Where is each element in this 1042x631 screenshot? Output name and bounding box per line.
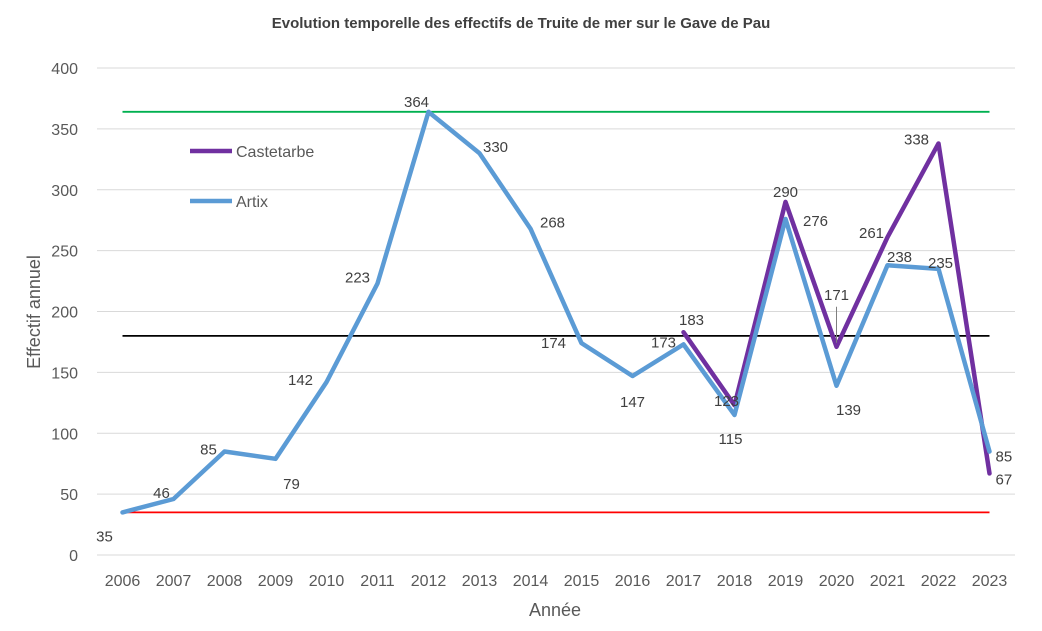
y-axis-title: Effectif annuel — [24, 255, 44, 369]
data-label: 290 — [773, 184, 798, 201]
x-tick-label: 2011 — [360, 573, 395, 590]
y-tick-label: 150 — [51, 365, 78, 382]
y-tick-label: 100 — [51, 426, 78, 443]
data-label: 276 — [803, 213, 828, 230]
y-tick-label: 200 — [51, 305, 78, 322]
y-axis-ticks: 0 50 100 150 200 250 300 350 400 — [51, 61, 78, 565]
series-line-castetarbe — [681, 141, 992, 476]
legend-label-castetarbe: Castetarbe — [236, 144, 314, 161]
x-tick-label: 2010 — [309, 573, 345, 590]
x-tick-label: 2012 — [411, 573, 447, 590]
data-label: 223 — [345, 269, 370, 286]
x-axis-ticks: 2006 2007 2008 2009 2010 2011 2012 2013 2014 2015… — [105, 573, 1008, 590]
y-tick-label: 300 — [51, 183, 78, 200]
x-tick-label: 2019 — [768, 573, 804, 590]
x-tick-label: 2013 — [462, 573, 498, 590]
data-label: 330 — [483, 139, 508, 156]
x-tick-label: 2023 — [972, 573, 1008, 590]
x-tick-label: 2008 — [207, 573, 243, 590]
x-tick-label: 2015 — [564, 573, 600, 590]
x-tick-label: 2022 — [921, 573, 957, 590]
data-label: 115 — [719, 431, 743, 448]
data-label: 123 — [714, 393, 739, 410]
legend-label-artix: Artix — [236, 194, 268, 211]
data-label: 142 — [288, 372, 313, 389]
y-tick-label: 400 — [51, 61, 78, 78]
data-label: 67 — [996, 471, 1013, 488]
x-tick-label: 2020 — [819, 573, 855, 590]
data-label: 261 — [859, 225, 884, 242]
data-label: 85 — [200, 442, 217, 459]
data-label: 174 — [541, 335, 566, 352]
x-tick-label: 2014 — [513, 573, 549, 590]
data-label: 46 — [153, 485, 170, 502]
data-label: 35 — [96, 528, 113, 545]
data-label: 338 — [904, 131, 929, 148]
data-label: 238 — [887, 249, 912, 266]
legend: Castetarbe Artix — [190, 144, 314, 211]
data-label: 79 — [283, 476, 300, 493]
y-tick-label: 250 — [51, 244, 78, 261]
data-label: 147 — [620, 394, 645, 411]
gridlines — [97, 67, 1015, 556]
x-tick-label: 2006 — [105, 573, 141, 590]
data-label: 268 — [540, 215, 565, 232]
x-tick-label: 2009 — [258, 573, 294, 590]
data-label: 235 — [928, 255, 953, 272]
y-tick-label: 0 — [69, 548, 78, 565]
x-tick-label: 2016 — [615, 573, 651, 590]
x-tick-label: 2017 — [666, 573, 702, 590]
data-label: 364 — [404, 94, 429, 111]
x-tick-label: 2007 — [156, 573, 192, 590]
data-label: 139 — [836, 402, 861, 419]
series-line-artix — [120, 109, 992, 515]
x-axis-title: Année — [529, 600, 581, 620]
data-label: 85 — [996, 449, 1013, 466]
y-tick-label: 350 — [51, 122, 78, 139]
x-tick-label: 2021 — [870, 573, 906, 590]
reference-lines — [122, 110, 990, 514]
x-tick-label: 2018 — [717, 573, 753, 590]
data-label: 173 — [651, 334, 676, 351]
chart-title: Evolution temporelle des effectifs de Tr… — [272, 15, 771, 32]
data-label: 171 — [824, 287, 849, 304]
y-tick-label: 50 — [60, 487, 78, 504]
series-lines — [120, 109, 992, 515]
data-label: 183 — [679, 312, 704, 329]
